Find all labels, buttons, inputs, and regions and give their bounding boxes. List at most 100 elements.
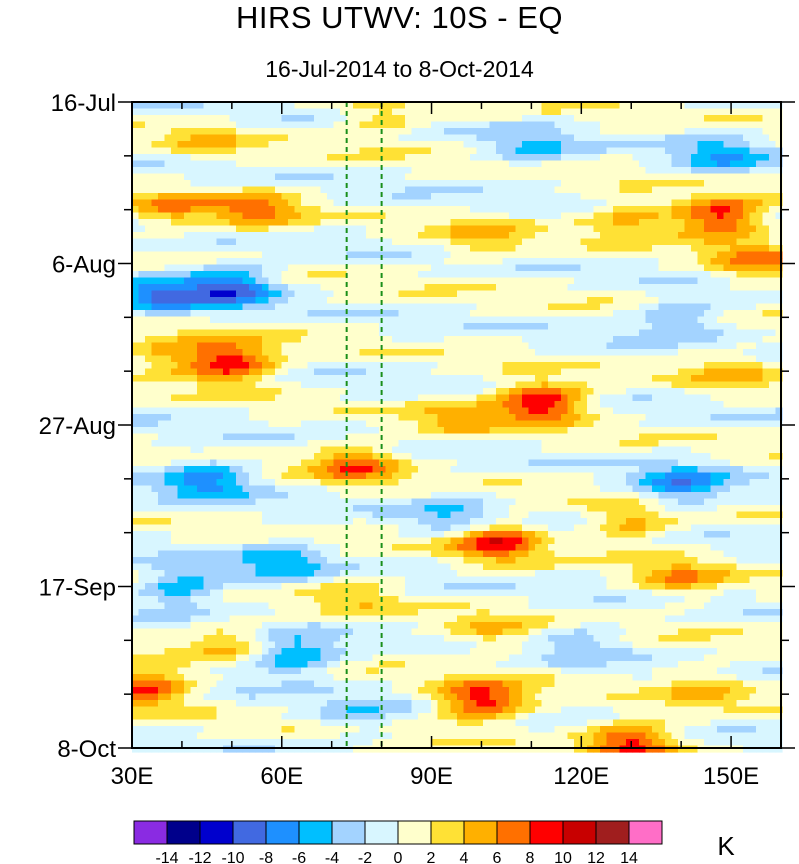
field-cell <box>379 167 387 175</box>
field-cell <box>340 154 348 162</box>
field-cell <box>437 180 445 188</box>
field-cell <box>567 277 575 285</box>
field-cell <box>483 297 491 305</box>
field-cell <box>197 290 205 298</box>
field-cell <box>268 245 276 253</box>
field-cell <box>502 388 510 396</box>
field-cell <box>132 238 140 246</box>
field-cell <box>450 277 458 285</box>
field-cell <box>320 271 328 279</box>
field-cell <box>743 115 751 123</box>
field-cell <box>470 245 478 253</box>
field-cell <box>684 167 692 175</box>
field-cell <box>548 329 556 337</box>
field-cell <box>736 355 744 363</box>
field-cell <box>574 206 582 214</box>
field-cell <box>535 342 543 350</box>
field-cell <box>294 394 302 402</box>
field-cell <box>567 362 575 370</box>
field-cell <box>541 407 549 415</box>
field-cell <box>639 407 647 415</box>
field-cell <box>392 128 400 136</box>
field-cell <box>554 349 562 357</box>
field-cell <box>567 232 575 240</box>
field-cell <box>580 277 588 285</box>
field-cell <box>138 199 146 207</box>
field-cell <box>223 407 231 415</box>
field-cell <box>262 186 270 194</box>
field-cell <box>223 102 231 110</box>
field-cell <box>450 173 458 181</box>
field-cell <box>158 186 166 194</box>
field-cell <box>340 121 348 129</box>
field-cell <box>691 225 699 233</box>
field-cell <box>151 284 159 292</box>
field-cell <box>769 245 777 253</box>
field-cell <box>431 336 439 344</box>
field-cell <box>645 271 653 279</box>
field-cell <box>743 414 751 422</box>
field-cell <box>775 232 783 240</box>
field-cell <box>457 212 465 220</box>
field-cell <box>626 342 634 350</box>
field-cell <box>327 310 335 318</box>
field-cell <box>177 368 185 376</box>
field-cell <box>346 128 354 136</box>
field-cell <box>392 238 400 246</box>
field-cell <box>736 362 744 370</box>
field-cell <box>476 212 484 220</box>
field-cell <box>424 154 432 162</box>
field-cell <box>294 342 302 350</box>
field-cell <box>249 297 257 305</box>
field-cell <box>385 342 393 350</box>
field-cell <box>502 336 510 344</box>
field-cell <box>223 167 231 175</box>
field-cell <box>483 414 491 422</box>
field-cell <box>255 251 263 259</box>
field-cell <box>405 362 413 370</box>
field-cell <box>769 180 777 188</box>
field-cell <box>392 394 400 402</box>
field-cell <box>210 362 218 370</box>
field-cell <box>359 381 367 389</box>
field-cell <box>671 323 679 331</box>
field-cell <box>307 245 315 253</box>
field-cell <box>398 316 406 324</box>
field-cell <box>444 108 452 116</box>
field-cell <box>379 420 387 428</box>
field-cell <box>769 160 777 168</box>
field-cell <box>632 232 640 240</box>
field-cell <box>288 154 296 162</box>
field-cell <box>736 193 744 201</box>
field-cell <box>769 108 777 116</box>
field-cell <box>515 303 523 311</box>
field-cell <box>320 251 328 259</box>
field-cell <box>249 388 257 396</box>
field-cell <box>437 388 445 396</box>
field-cell <box>457 375 465 383</box>
field-cell <box>236 251 244 259</box>
field-cell <box>613 329 621 337</box>
field-cell <box>476 180 484 188</box>
field-cell <box>554 277 562 285</box>
field-cell <box>775 414 783 422</box>
field-cell <box>671 238 679 246</box>
field-cell <box>756 154 764 162</box>
field-cell <box>275 420 283 428</box>
field-cell <box>184 121 192 129</box>
field-cell <box>158 394 166 402</box>
field-cell <box>151 394 159 402</box>
field-cell <box>736 381 744 389</box>
field-cell <box>171 381 179 389</box>
field-cell <box>444 102 452 110</box>
field-cell <box>372 193 380 201</box>
field-cell <box>619 414 627 422</box>
field-cell <box>171 329 179 337</box>
field-cell <box>483 381 491 389</box>
field-cell <box>294 381 302 389</box>
field-cell <box>749 141 757 149</box>
field-cell <box>450 212 458 220</box>
field-cell <box>717 362 725 370</box>
field-cell <box>275 251 283 259</box>
field-cell <box>743 186 751 194</box>
